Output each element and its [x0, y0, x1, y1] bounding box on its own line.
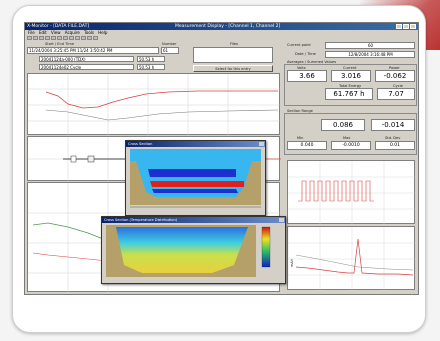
- bl1-label: Min: [297, 136, 304, 140]
- temperature-canvas: [106, 225, 271, 277]
- time-header-label: Start / End Time: [45, 42, 75, 46]
- date-time-field[interactable]: 12/8/2004 3:16:48 PM: [325, 51, 415, 58]
- bl1-display: 0.040: [287, 141, 327, 150]
- right-lower-plot: mAh: [287, 226, 416, 291]
- cycle-label: Cycle: [393, 84, 403, 88]
- right-lower-plot-canvas: [288, 227, 416, 291]
- v1-display: 3.66: [287, 70, 327, 82]
- upper-trace-red: [45, 90, 278, 109]
- middle-slider-thumb: [87, 155, 95, 163]
- menu-view[interactable]: View: [51, 30, 61, 35]
- upper-trace-gray: [45, 109, 279, 121]
- maximize-button[interactable]: [403, 24, 409, 29]
- window-center-title: Measurement Display - [Channel 1, Channe…: [175, 24, 281, 29]
- open-icon[interactable]: [27, 36, 32, 40]
- files-header-label: Files: [230, 42, 238, 46]
- close-button[interactable]: [410, 24, 416, 29]
- menu-tools[interactable]: Tools: [84, 30, 95, 35]
- v2-display: 3.016: [331, 70, 371, 82]
- menu-help[interactable]: Help: [98, 30, 108, 35]
- play-icon[interactable]: [75, 36, 80, 40]
- current-point-field[interactable]: 60: [325, 42, 415, 49]
- middle-marker: [70, 155, 77, 163]
- zoom-out-icon[interactable]: [69, 36, 74, 40]
- toolbar: [25, 35, 418, 41]
- files-box[interactable]: [193, 47, 273, 63]
- energy-label: Total Energy: [339, 84, 362, 88]
- v3-label: Power: [389, 66, 400, 70]
- row1-name-field[interactable]: 20041124a-000 (TDX): [39, 56, 134, 62]
- window-controls: [396, 24, 416, 29]
- bl2-label: Max: [343, 136, 351, 140]
- averages-section-label: Averages / Summed Values: [287, 60, 337, 64]
- row2-value-field[interactable]: 50.53 h: [137, 64, 165, 70]
- upper-plot-canvas: [28, 74, 281, 136]
- temperature-popup-titlebar: Cross Section (Temperature Distribution): [102, 217, 285, 223]
- v2-label: Current: [343, 66, 357, 70]
- right-upper-plot-canvas: [288, 161, 416, 225]
- v1-label: Volts: [297, 66, 306, 70]
- cross-section-popup: Cross Section: [125, 140, 266, 216]
- temperature-popup-title: Cross Section (Temperature Distribution): [104, 218, 178, 222]
- right-lower-trace-gray: [295, 254, 414, 271]
- number-header-label: Number: [162, 42, 177, 46]
- cut-icon[interactable]: [45, 36, 50, 40]
- cross-section-canvas: [130, 149, 261, 208]
- section-range-label: Section Range: [287, 109, 313, 113]
- chart-icon[interactable]: [87, 36, 92, 40]
- window-title: X-Monitor - [DATA FILE.DAT]: [27, 24, 90, 29]
- row1-value-field[interactable]: 50.53 h: [137, 56, 165, 62]
- s1-display: 0.086: [321, 119, 365, 131]
- save-icon[interactable]: [33, 36, 38, 40]
- averages-group: [284, 64, 417, 106]
- help-icon[interactable]: [93, 36, 98, 40]
- close-icon[interactable]: [279, 218, 284, 222]
- menu-file[interactable]: File: [28, 30, 35, 35]
- menu-bar: File Edit View Acquire Tools Help: [25, 30, 418, 35]
- time-index-field[interactable]: 61: [161, 47, 179, 54]
- current-point-label: Current point: [287, 43, 311, 47]
- cycle-display: 7.07: [377, 88, 415, 100]
- temperature-popup: Cross Section (Temperature Distribution): [101, 216, 286, 284]
- menu-acquire[interactable]: Acquire: [64, 30, 80, 35]
- right-upper-pulse-trace: [298, 180, 374, 202]
- paste-icon[interactable]: [57, 36, 62, 40]
- print-icon[interactable]: [39, 36, 44, 40]
- close-icon[interactable]: [259, 142, 264, 146]
- bl3-display: 0.01: [375, 141, 415, 150]
- select-entry-button[interactable]: Select for this entry: [193, 65, 273, 72]
- zoom-in-icon[interactable]: [63, 36, 68, 40]
- cross-section-popup-titlebar: Cross Section: [126, 141, 265, 147]
- right-lower-ylabel: mAh: [290, 258, 294, 267]
- right-lower-trace: [295, 238, 414, 276]
- window-titlebar: X-Monitor - [DATA FILE.DAT] Measurement …: [25, 23, 418, 30]
- section-range-group: [284, 113, 417, 155]
- v3-display: -0.062: [375, 70, 415, 82]
- energy-display: 61.767 h: [325, 88, 373, 100]
- row2-name-field[interactable]: 20041124e02 Cycle: [39, 64, 134, 70]
- bl2-display: -0.0010: [331, 141, 371, 150]
- s2-display: -0.014: [371, 119, 415, 131]
- cross-section-popup-title: Cross Section: [128, 142, 153, 146]
- menu-edit[interactable]: Edit: [38, 30, 47, 35]
- upper-plot: [27, 73, 281, 136]
- minimize-button[interactable]: [396, 24, 402, 29]
- time-range-field[interactable]: 11/24/2004 3:25:45 PM 11/24 3:50:42 PM: [27, 47, 159, 54]
- copy-icon[interactable]: [51, 36, 56, 40]
- stop-icon[interactable]: [81, 36, 86, 40]
- right-upper-plot: [287, 160, 416, 225]
- app-screenshot: X-Monitor - [DATA FILE.DAT] Measurement …: [24, 22, 419, 295]
- bl3-label: Std. Dev: [385, 136, 401, 140]
- date-time-label: Date / Time: [295, 52, 316, 56]
